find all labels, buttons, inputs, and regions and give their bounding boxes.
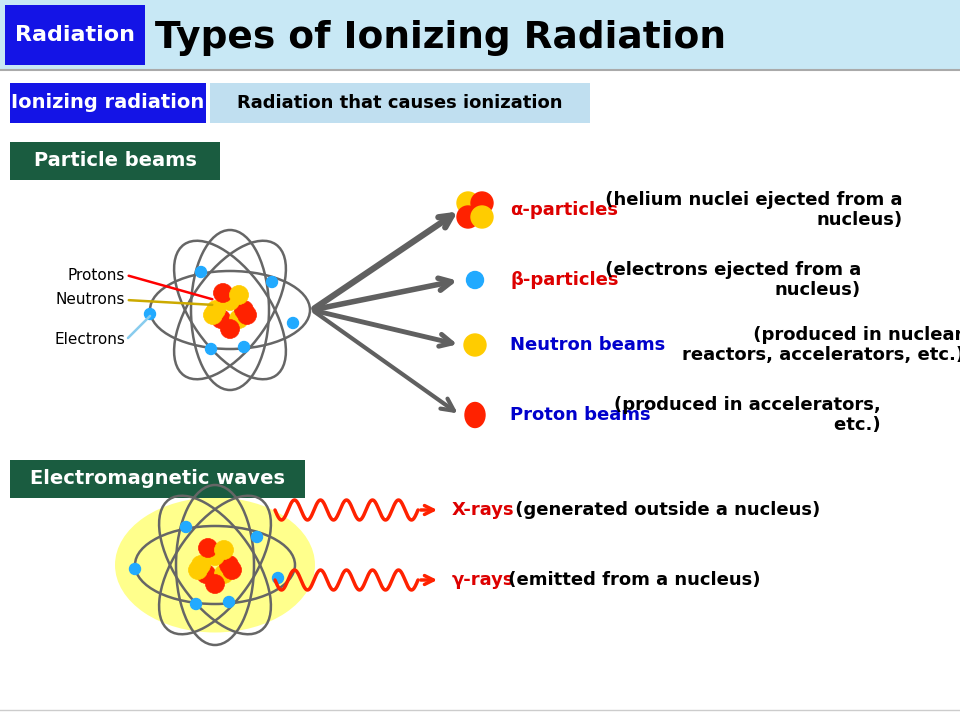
Circle shape bbox=[197, 564, 215, 583]
Ellipse shape bbox=[465, 402, 485, 428]
Ellipse shape bbox=[115, 498, 315, 632]
Circle shape bbox=[211, 310, 230, 328]
Circle shape bbox=[206, 300, 226, 320]
Text: Types of Ionizing Radiation: Types of Ionizing Radiation bbox=[155, 20, 726, 56]
Text: Electrons: Electrons bbox=[54, 333, 125, 348]
Text: β-particles: β-particles bbox=[510, 271, 618, 289]
Circle shape bbox=[214, 541, 233, 559]
Circle shape bbox=[180, 521, 191, 533]
Text: α-particles: α-particles bbox=[510, 201, 618, 219]
Circle shape bbox=[221, 320, 239, 338]
Circle shape bbox=[196, 266, 206, 277]
Circle shape bbox=[237, 305, 256, 325]
Circle shape bbox=[205, 546, 225, 565]
Circle shape bbox=[224, 596, 234, 608]
Circle shape bbox=[223, 560, 242, 580]
Text: Electromagnetic waves: Electromagnetic waves bbox=[30, 469, 285, 488]
Circle shape bbox=[188, 560, 207, 580]
Circle shape bbox=[252, 531, 262, 542]
FancyBboxPatch shape bbox=[0, 0, 960, 70]
Circle shape bbox=[267, 276, 277, 287]
Circle shape bbox=[457, 206, 479, 228]
Text: (electrons ejected from a
nucleus): (electrons ejected from a nucleus) bbox=[599, 261, 861, 300]
Circle shape bbox=[191, 556, 210, 575]
Text: γ-rays: γ-rays bbox=[452, 571, 515, 589]
FancyBboxPatch shape bbox=[5, 5, 145, 65]
Circle shape bbox=[471, 192, 493, 214]
Circle shape bbox=[273, 572, 283, 583]
Circle shape bbox=[220, 556, 238, 575]
Circle shape bbox=[199, 539, 218, 557]
Circle shape bbox=[229, 310, 249, 328]
Text: X-rays: X-rays bbox=[452, 501, 515, 519]
FancyBboxPatch shape bbox=[210, 83, 590, 123]
Text: Neutron beams: Neutron beams bbox=[510, 336, 665, 354]
Text: (produced in nuclear
        reactors, accelerators, etc.): (produced in nuclear reactors, accelerat… bbox=[632, 325, 960, 364]
Circle shape bbox=[467, 271, 484, 289]
Text: Ionizing radiation: Ionizing radiation bbox=[12, 94, 204, 112]
Circle shape bbox=[221, 292, 239, 310]
Circle shape bbox=[190, 598, 202, 610]
Circle shape bbox=[213, 284, 232, 302]
Text: Radiation that causes ionization: Radiation that causes ionization bbox=[237, 94, 563, 112]
Circle shape bbox=[471, 206, 493, 228]
Circle shape bbox=[130, 564, 140, 575]
Circle shape bbox=[205, 343, 217, 354]
Circle shape bbox=[214, 564, 233, 583]
Text: Radiation: Radiation bbox=[15, 25, 135, 45]
Circle shape bbox=[229, 286, 249, 305]
FancyBboxPatch shape bbox=[10, 83, 206, 123]
Circle shape bbox=[234, 300, 253, 320]
FancyBboxPatch shape bbox=[10, 142, 220, 180]
Circle shape bbox=[145, 308, 156, 320]
Circle shape bbox=[238, 341, 250, 353]
Circle shape bbox=[287, 318, 299, 328]
Circle shape bbox=[464, 334, 486, 356]
Circle shape bbox=[204, 305, 223, 325]
Text: (helium nuclei ejected from a
nucleus): (helium nuclei ejected from a nucleus) bbox=[599, 191, 902, 230]
Text: Protons: Protons bbox=[67, 268, 125, 282]
Circle shape bbox=[457, 192, 479, 214]
Text: (produced in accelerators,
        etc.): (produced in accelerators, etc.) bbox=[613, 395, 880, 434]
Text: (generated outside a nucleus): (generated outside a nucleus) bbox=[509, 501, 820, 519]
Text: Neutrons: Neutrons bbox=[56, 292, 125, 307]
Circle shape bbox=[205, 575, 225, 593]
Text: Proton beams: Proton beams bbox=[510, 406, 651, 424]
Text: (emitted from a nucleus): (emitted from a nucleus) bbox=[502, 571, 760, 589]
FancyBboxPatch shape bbox=[10, 460, 305, 498]
Text: Particle beams: Particle beams bbox=[34, 151, 197, 171]
